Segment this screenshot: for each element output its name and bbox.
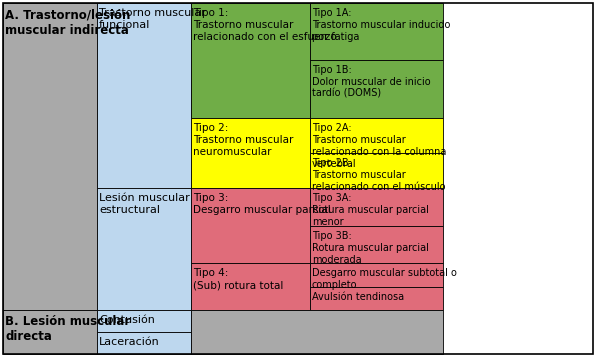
Bar [97, 310, 191, 332]
Text: B. Lesión muscular
directa: B. Lesión muscular directa [5, 315, 131, 343]
Text: Lesión muscular
estructural: Lesión muscular estructural [99, 193, 190, 215]
Bar [310, 153, 443, 188]
Text: Tipo 4:
(Sub) rotura total: Tipo 4: (Sub) rotura total [193, 268, 283, 290]
Text: Tipo 1B:
Dolor muscular de inicio
tardío (DOMS): Tipo 1B: Dolor muscular de inicio tardío… [312, 65, 431, 99]
Bar [191, 310, 443, 354]
Text: Trastorno muscular
funcional: Trastorno muscular funcional [99, 8, 206, 30]
Bar [310, 118, 443, 153]
Text: Desgarro muscular subtotal o
completo: Desgarro muscular subtotal o completo [312, 268, 457, 290]
Bar [310, 226, 443, 263]
Bar [191, 3, 310, 118]
Bar [310, 188, 443, 226]
Text: Tipo 2:
Trastorno muscular
neuromuscular: Tipo 2: Trastorno muscular neuromuscular [193, 123, 293, 157]
Text: Tipo 3:
Desgarro muscular parcial: Tipo 3: Desgarro muscular parcial [193, 193, 331, 215]
Text: Contusión: Contusión [99, 315, 155, 325]
Bar [310, 60, 443, 118]
Bar [191, 118, 310, 188]
Text: Tipo 1:
Trastorno muscular
relacionado con el esfuerzo: Tipo 1: Trastorno muscular relacionado c… [193, 8, 337, 42]
Bar [3, 310, 97, 354]
Text: Avulsión tendinosa: Avulsión tendinosa [312, 292, 404, 302]
Text: Tipo 3B:
Rotura muscular parcial
moderada: Tipo 3B: Rotura muscular parcial moderad… [312, 231, 429, 265]
Text: A. Trastorno/lesión
muscular indirecta: A. Trastorno/lesión muscular indirecta [5, 8, 131, 36]
Bar [97, 188, 191, 310]
Bar [97, 332, 191, 354]
Text: Tipo 1A:
Trastorno muscular inducido
por fatiga: Tipo 1A: Trastorno muscular inducido por… [312, 8, 451, 42]
Bar [310, 263, 443, 287]
Text: Tipo 3A:
Rotura muscular parcial
menor: Tipo 3A: Rotura muscular parcial menor [312, 193, 429, 227]
Bar [310, 287, 443, 310]
Bar [310, 3, 443, 60]
Bar [3, 3, 97, 310]
Text: Laceración: Laceración [99, 337, 160, 347]
Bar [191, 188, 310, 263]
Bar [191, 263, 310, 310]
Text: Tipo 2A:
Trastorno muscular
relacionado con la columna
vertebral: Tipo 2A: Trastorno muscular relacionado … [312, 123, 446, 169]
Bar [97, 3, 191, 188]
Text: Tipo 2B:
Trastorno muscular
relacionado con el músculo: Tipo 2B: Trastorno muscular relacionado … [312, 158, 445, 192]
